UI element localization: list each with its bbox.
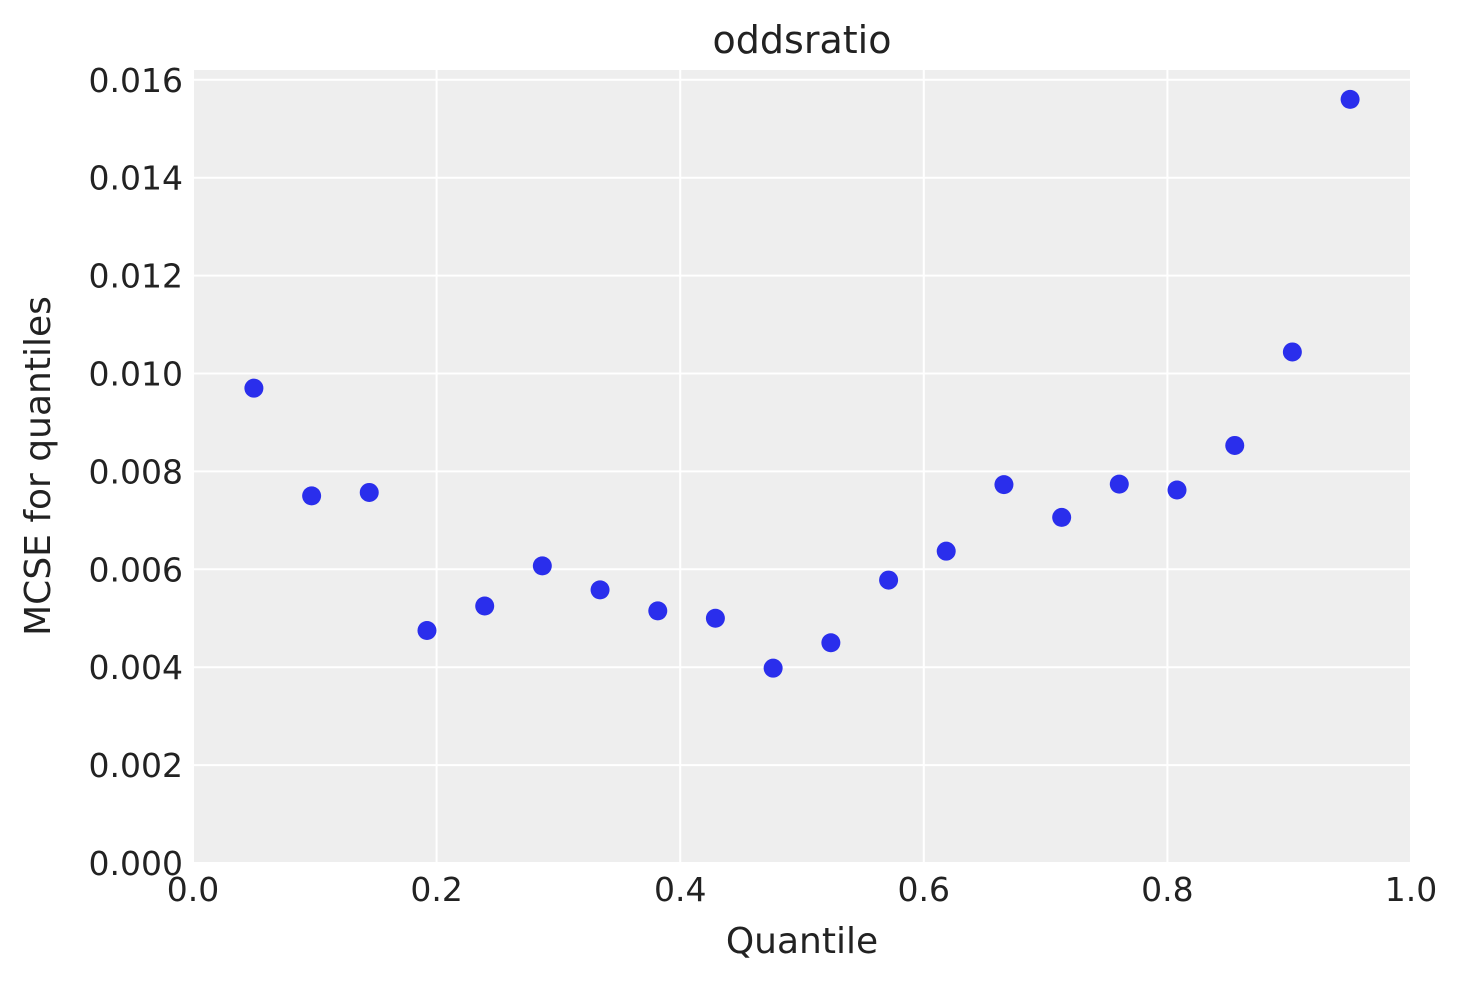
data-point — [244, 378, 264, 398]
x-tick-label: 0.0 — [167, 870, 219, 909]
grid-lines — [192, 70, 1412, 864]
x-tick-label: 0.2 — [410, 870, 462, 909]
data-point — [302, 486, 322, 506]
data-point — [1225, 435, 1245, 455]
y-tick-label: 0.012 — [89, 257, 183, 296]
data-point — [1167, 480, 1187, 500]
data-point — [1340, 89, 1360, 109]
data-point — [879, 570, 899, 590]
data-point — [1052, 507, 1072, 527]
y-tick-label: 0.008 — [89, 452, 183, 491]
x-axis-ticks: 0.0 0.2 0.4 0.6 0.8 1.0 — [167, 870, 1437, 909]
data-point — [821, 633, 841, 653]
y-tick-label: 0.010 — [89, 354, 183, 393]
data-point — [1109, 474, 1129, 494]
x-axis-label: Quantile — [726, 921, 878, 962]
x-tick-label: 0.8 — [1141, 870, 1193, 909]
data-point — [994, 475, 1014, 495]
data-point — [1282, 342, 1302, 362]
y-tick-label: 0.016 — [89, 61, 183, 100]
y-axis-ticks: 0.000 0.002 0.004 0.006 0.008 0.010 0.012 0.014… — [89, 61, 183, 883]
y-axis-label: MCSE for quantiles — [18, 296, 59, 636]
data-point — [475, 596, 495, 616]
plot-area — [193, 70, 1411, 863]
data-point — [590, 580, 610, 600]
data-point — [936, 541, 956, 561]
chart-title: oddsratio — [713, 18, 892, 62]
data-point — [648, 601, 668, 621]
data-point — [359, 482, 379, 502]
data-point — [705, 608, 725, 628]
y-tick-label: 0.000 — [89, 844, 183, 883]
data-point — [763, 658, 783, 678]
data-points — [244, 89, 1360, 678]
x-tick-label: 0.4 — [654, 870, 706, 909]
x-tick-label: 1.0 — [1385, 870, 1437, 909]
y-tick-label: 0.014 — [89, 159, 183, 198]
data-point — [417, 620, 437, 640]
y-tick-label: 0.004 — [89, 648, 183, 687]
data-point — [532, 556, 552, 576]
y-tick-label: 0.006 — [89, 550, 183, 589]
y-tick-label: 0.002 — [89, 746, 183, 785]
x-tick-label: 0.6 — [898, 870, 950, 909]
